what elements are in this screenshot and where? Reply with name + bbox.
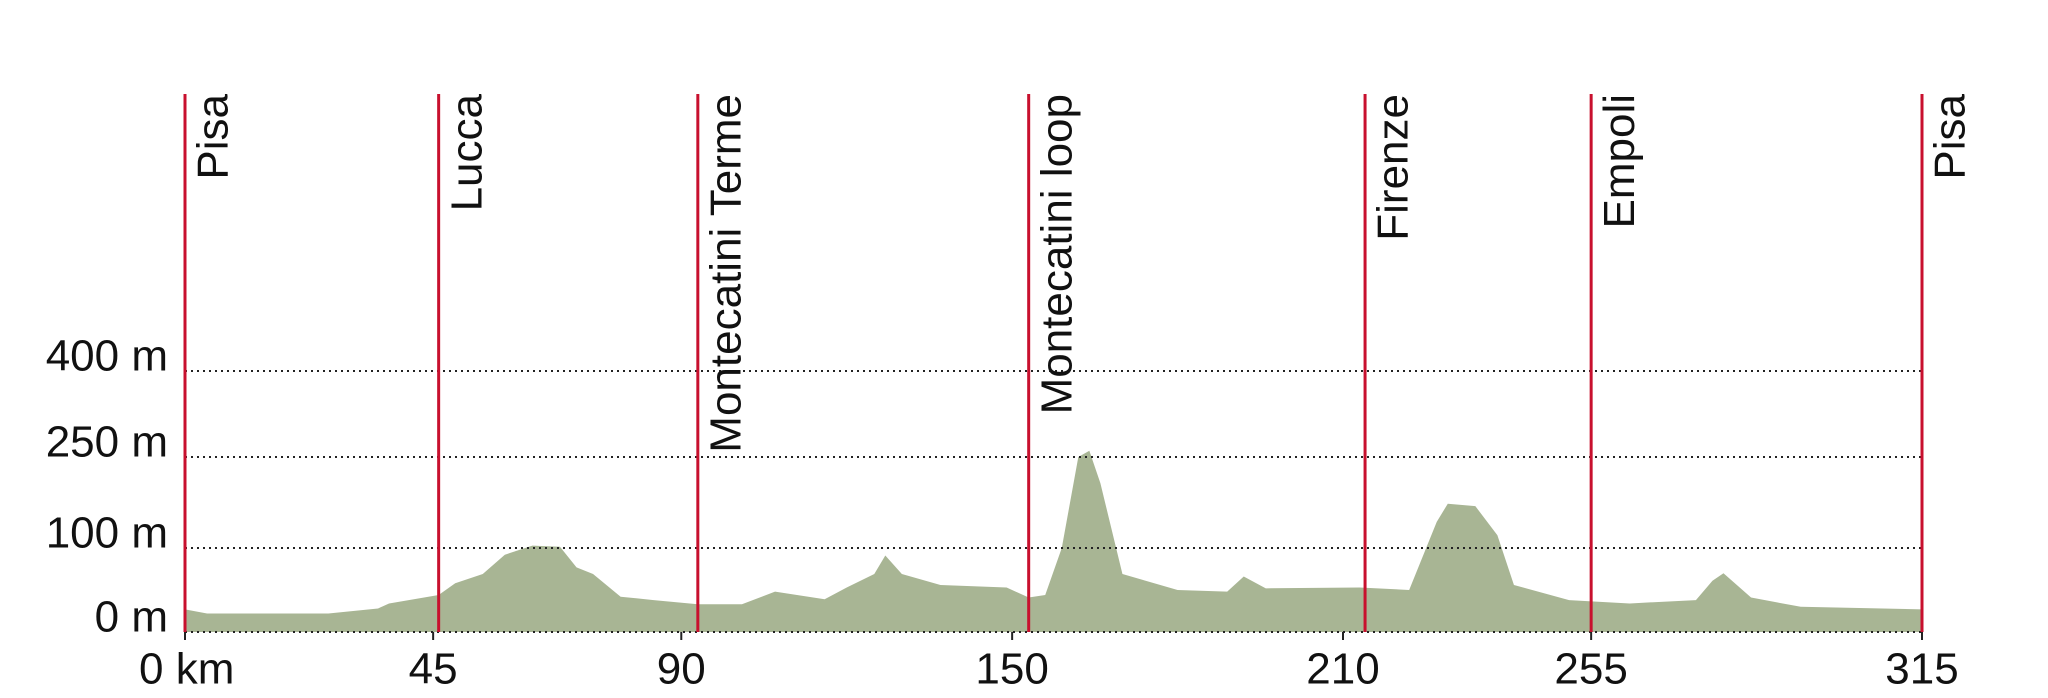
- waypoint-label: Montecatini loop: [1032, 94, 1081, 414]
- y-tick-label: 400 m: [46, 332, 168, 381]
- x-tick-label: 90: [657, 645, 706, 694]
- x-tick-label: 45: [409, 645, 458, 694]
- y-tick-label: 100 m: [46, 509, 168, 558]
- waypoint-label: Pisa: [1926, 93, 1975, 179]
- x-tick-label: 150: [975, 645, 1048, 694]
- y-tick-label: 250 m: [46, 418, 168, 467]
- elevation-area: [185, 450, 1922, 632]
- waypoint-label: Pisa: [189, 93, 238, 179]
- x-tick-label: 255: [1554, 645, 1627, 694]
- waypoint-label: Montecatini Terme: [701, 94, 750, 453]
- waypoint-label: Firenze: [1369, 94, 1418, 241]
- x-tick-label: 315: [1885, 645, 1958, 694]
- x-tick-label: 210: [1306, 645, 1379, 694]
- waypoint-label: Empoli: [1595, 94, 1644, 229]
- x-tick-label: 0 km: [139, 645, 234, 694]
- waypoint-label: Lucca: [442, 93, 491, 211]
- y-tick-label: 0 m: [95, 593, 168, 642]
